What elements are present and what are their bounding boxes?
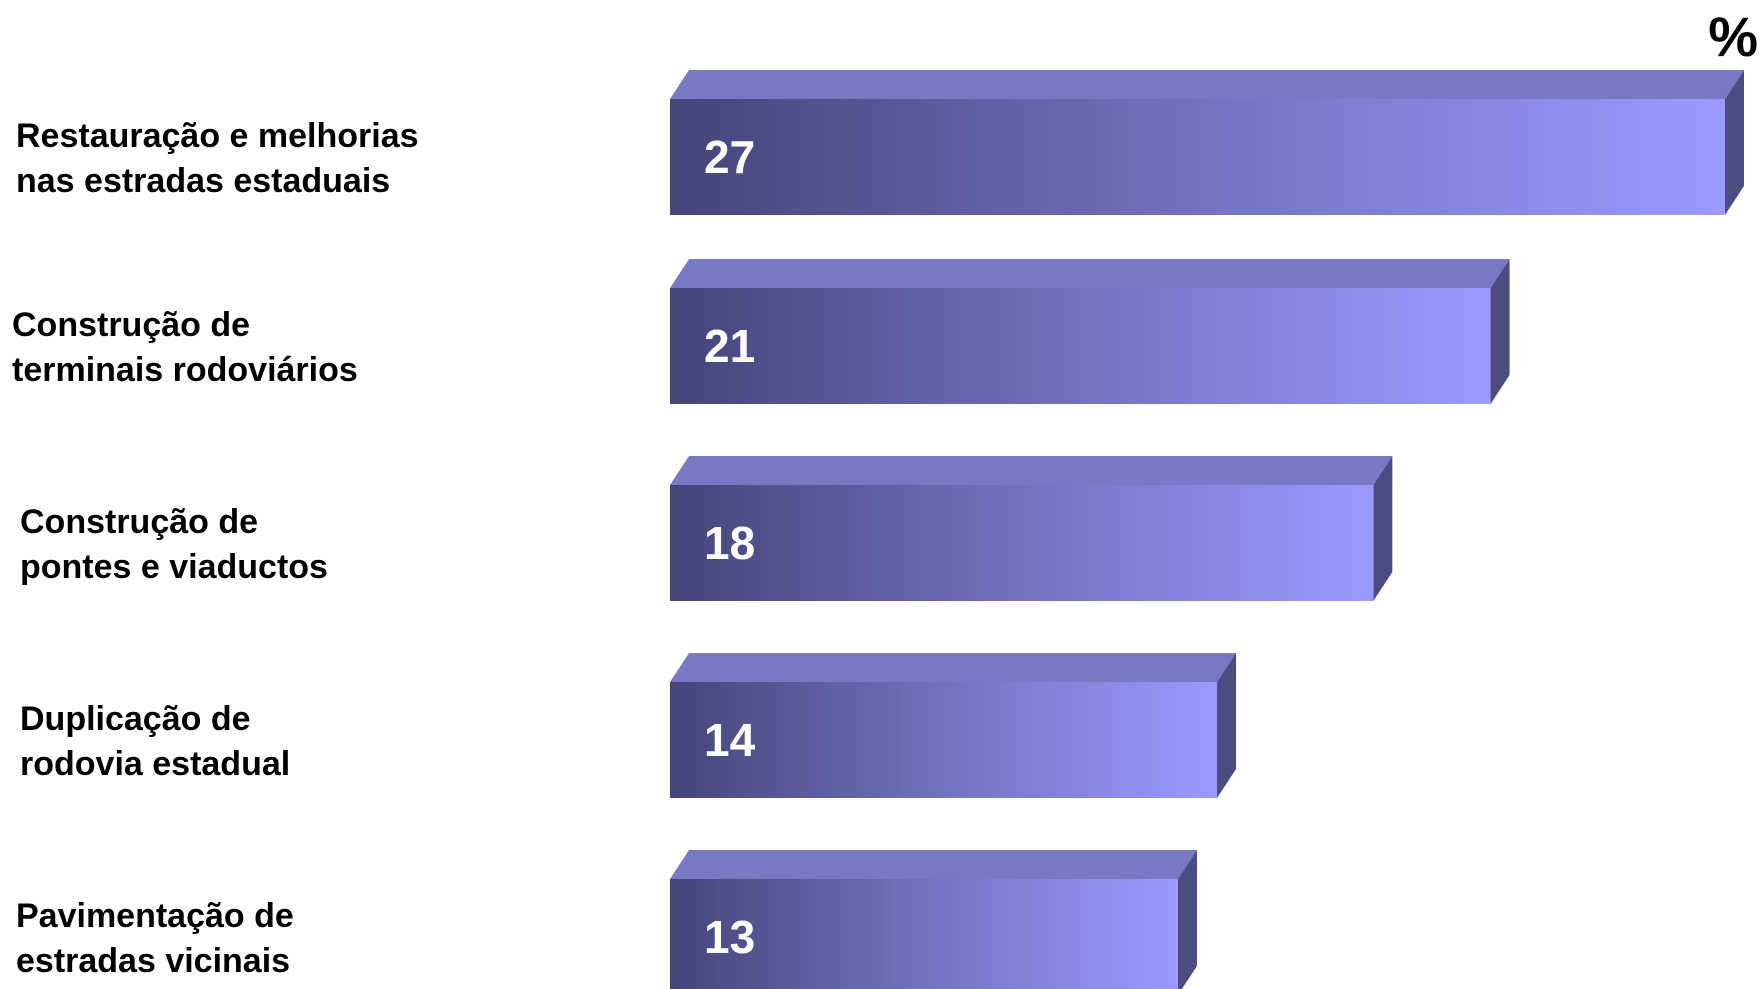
bars-group: 27 21 18 14 13 (670, 70, 1744, 989)
bar-5 (670, 850, 1197, 989)
bar-top-face (670, 850, 1197, 879)
bar-side-face (1217, 653, 1237, 798)
bar-side-face (1490, 259, 1510, 404)
value-label: 14 (704, 714, 756, 766)
bar-front-face (670, 99, 1725, 215)
bar-top-face (670, 653, 1237, 682)
bar-front-face (670, 288, 1491, 404)
category-label-line: Construção de (20, 503, 258, 541)
category-label: Restauração e melhorias nas estradas esta… (16, 117, 419, 200)
bar-side-face (1373, 456, 1393, 601)
bar-4 (670, 653, 1237, 798)
category-label-line: rodovia estadual (20, 745, 290, 783)
bar-top-face (670, 259, 1510, 288)
bar-top-face (670, 70, 1744, 99)
bar-1 (670, 70, 1744, 215)
bar-side-face (1725, 70, 1744, 215)
category-label: Construção de terminais rodoviários (12, 306, 358, 389)
value-label: 27 (704, 131, 755, 183)
category-label-line: nas estradas estaduais (16, 162, 390, 200)
value-label: 13 (704, 911, 755, 963)
category-label-line: estradas vicinais (16, 942, 290, 980)
bar-front-face (670, 485, 1374, 601)
category-label-line: Duplicação de (20, 700, 251, 738)
bar-side-face (1177, 850, 1197, 989)
category-label-line: terminais rodoviários (12, 351, 358, 389)
bar-front-face (670, 879, 1178, 989)
unit-label: % (1708, 5, 1758, 68)
bar-3 (670, 456, 1393, 601)
category-label-line: pontes e viaductos (20, 548, 328, 586)
category-label: Duplicação de rodovia estadual (20, 700, 290, 783)
category-label: Construção de pontes e viaductos (20, 503, 328, 586)
category-labels-group: Restauração e melhorias nas estradas esta… (12, 117, 419, 980)
category-label-line: Pavimentação de (16, 897, 294, 935)
value-label: 18 (704, 517, 755, 569)
bar-top-face (670, 456, 1393, 485)
category-label-line: Restauração e melhorias (16, 117, 419, 155)
category-label: Pavimentação de estradas vicinais (16, 897, 294, 980)
bar-2 (670, 259, 1510, 404)
category-label-line: Construção de (12, 306, 250, 344)
bar-front-face (670, 682, 1218, 798)
value-label: 21 (704, 320, 755, 372)
